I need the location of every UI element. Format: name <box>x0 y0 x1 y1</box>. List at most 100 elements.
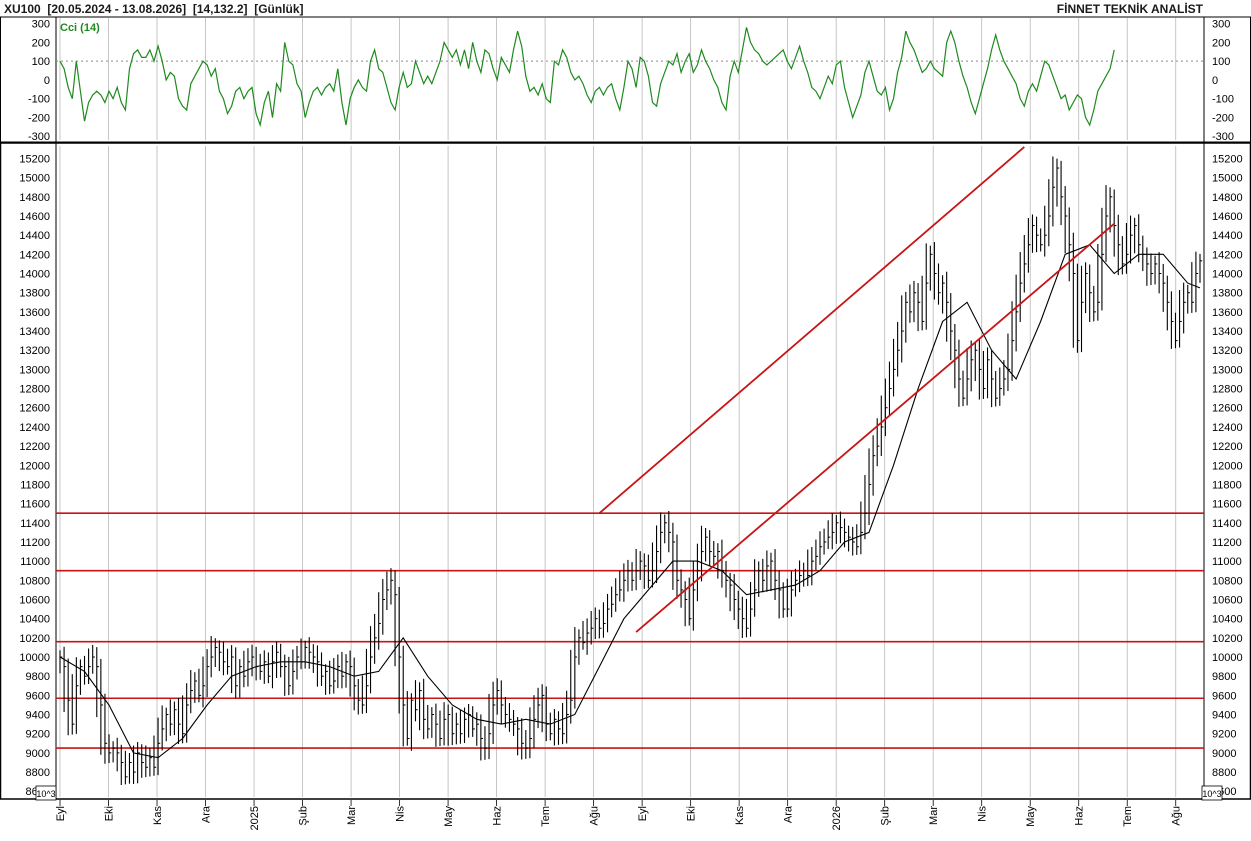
price-tick-label: 10200 <box>19 633 50 645</box>
price-tick-label-right: 13400 <box>1212 326 1243 338</box>
x-tick-label: Eki <box>686 806 698 821</box>
price-panel: 15200 15200 15000 15000 14800 14800 14600 14600… <box>0 142 1251 801</box>
price-tick-label-right: 12400 <box>1212 422 1243 434</box>
price-tick-label-right: 15200 <box>1212 153 1243 165</box>
price-tick-label: 9400 <box>26 710 50 722</box>
x-tick-label: Mar <box>346 806 358 825</box>
price-tick-label: 8800 <box>26 767 50 779</box>
price-tick-label-right: 10000 <box>1212 652 1243 664</box>
price-tick-label: 11400 <box>20 518 50 530</box>
cci-tick-label: 300 <box>32 19 50 31</box>
price-tick-label: 9000 <box>26 748 50 760</box>
price-tick-label: 13200 <box>19 345 50 357</box>
price-tick-label-right: 10400 <box>1212 614 1243 626</box>
last-value-label: [14,132.2] <box>192 2 248 16</box>
cci-tick-label: 200 <box>32 37 50 49</box>
price-tick-label-right: 10200 <box>1212 633 1243 645</box>
price-tick-label-right: 14600 <box>1212 211 1243 223</box>
price-tick-label: 10600 <box>19 594 50 606</box>
price-tick-label-right: 15000 <box>1212 173 1243 185</box>
price-tick-label-right: 9800 <box>1212 671 1236 683</box>
price-tick-label: 11600 <box>20 499 50 511</box>
price-tick-label: 14600 <box>19 211 50 223</box>
price-tick-label: 15200 <box>19 153 50 165</box>
price-tick-label: 11200 <box>20 537 50 549</box>
price-tick-label: 15000 <box>19 173 50 185</box>
price-tick-label: 13400 <box>19 326 50 338</box>
price-tick-label-right: 8800 <box>1212 767 1236 779</box>
price-tick-label-right: 9600 <box>1212 690 1236 702</box>
x-tick-label: Haz <box>1074 806 1086 826</box>
x-tick-label: 2025 <box>249 806 261 830</box>
cci-tick-label: -300 <box>28 131 50 143</box>
price-tick-label-right: 11800 <box>1212 479 1242 491</box>
x-tick-label: 2026 <box>831 806 843 830</box>
price-tick-label: 12200 <box>19 441 50 453</box>
price-tick-label-right: 10600 <box>1212 594 1243 606</box>
scale-box-left: 10^3 <box>35 785 57 801</box>
price-tick-label: 12600 <box>19 403 50 415</box>
x-tick-label: Ağu <box>589 806 601 826</box>
price-tick-label-right: 12000 <box>1212 460 1243 472</box>
price-tick-label-right: 13200 <box>1212 345 1243 357</box>
x-tick-label: Nis <box>977 806 989 822</box>
price-bars <box>59 156 1203 786</box>
price-tick-label-right: 11400 <box>1212 518 1242 530</box>
price-tick-label-right: 12200 <box>1212 441 1243 453</box>
scale-box-left-label: 10^3 <box>36 789 55 799</box>
price-tick-label: 11000 <box>20 556 50 568</box>
price-tick-label: 14400 <box>19 230 50 242</box>
x-tick-label: Mar <box>928 806 940 825</box>
price-tick-label-right: 12800 <box>1212 384 1243 396</box>
x-tick-label: Tem <box>1122 806 1134 827</box>
cci-tick-label: 0 <box>44 75 50 87</box>
x-axis: Eyl Eki Kas Ara 2025 Şub Mar Nis May Haz Tem Ağu Eyl… <box>55 800 1183 830</box>
price-tick-label: 14200 <box>19 249 50 261</box>
x-tick-label: Ara <box>201 805 213 823</box>
price-tick-label: 14000 <box>19 269 50 281</box>
price-frame <box>0 142 1251 800</box>
price-tick-label-right: 13600 <box>1212 307 1243 319</box>
cci-panel: 300 300 200 200 100 100 0 0 -100 -100 -200 -200 -300… <box>0 16 1251 143</box>
price-tick-label-right: 14800 <box>1212 192 1243 204</box>
price-tick-label: 12800 <box>19 384 50 396</box>
x-tick-label: Haz <box>492 806 504 826</box>
x-tick-label: Kas <box>734 806 746 825</box>
price-tick-label: 12400 <box>19 422 50 434</box>
price-tick-label: 11800 <box>20 479 50 491</box>
x-tick-label: Tem <box>540 806 552 827</box>
cci-tick-label-right: 200 <box>1212 37 1230 49</box>
price-tick-label-right: 14200 <box>1212 249 1243 261</box>
brand-label: FİNNET TEKNİK ANALİST <box>1056 2 1203 16</box>
price-tick-label-right: 14000 <box>1212 269 1243 281</box>
price-tick-label: 13600 <box>19 307 50 319</box>
scale-box-right: 10^3 <box>1201 785 1223 801</box>
x-tick-label: Şub <box>298 806 310 826</box>
price-tick-label: 9600 <box>26 690 50 702</box>
price-tick-label: 14800 <box>19 192 50 204</box>
price-tick-label-right: 11600 <box>1212 499 1242 511</box>
price-tick-label-right: 11200 <box>1212 537 1242 549</box>
cci-tick-label-right: -100 <box>1212 94 1234 106</box>
trend-channel-line <box>598 146 1025 514</box>
price-tick-label-right: 10800 <box>1212 575 1243 587</box>
price-tick-label-right: 14400 <box>1212 230 1243 242</box>
price-tick-label: 10000 <box>19 652 50 664</box>
scale-box-right-label: 10^3 <box>1202 789 1221 799</box>
cci-tick-label-right: 100 <box>1212 56 1230 68</box>
price-tick-label: 9200 <box>26 729 50 741</box>
cci-tick-label: 100 <box>32 56 50 68</box>
price-tick-label: 10800 <box>19 575 50 587</box>
x-tick-label: Nis <box>395 806 407 822</box>
price-tick-label: 13800 <box>19 288 50 300</box>
x-tick-label: Ara <box>783 805 795 823</box>
cci-tick-label-right: -200 <box>1212 112 1234 124</box>
price-tick-label-right: 9000 <box>1212 748 1236 760</box>
cci-tick-label-right: 0 <box>1212 75 1218 87</box>
price-tick-label-right: 13800 <box>1212 288 1243 300</box>
x-tick-label: Şub <box>880 806 892 826</box>
x-tick-label: May <box>443 806 455 827</box>
x-tick-label: Kas <box>152 806 164 825</box>
price-tick-label: 10400 <box>19 614 50 626</box>
